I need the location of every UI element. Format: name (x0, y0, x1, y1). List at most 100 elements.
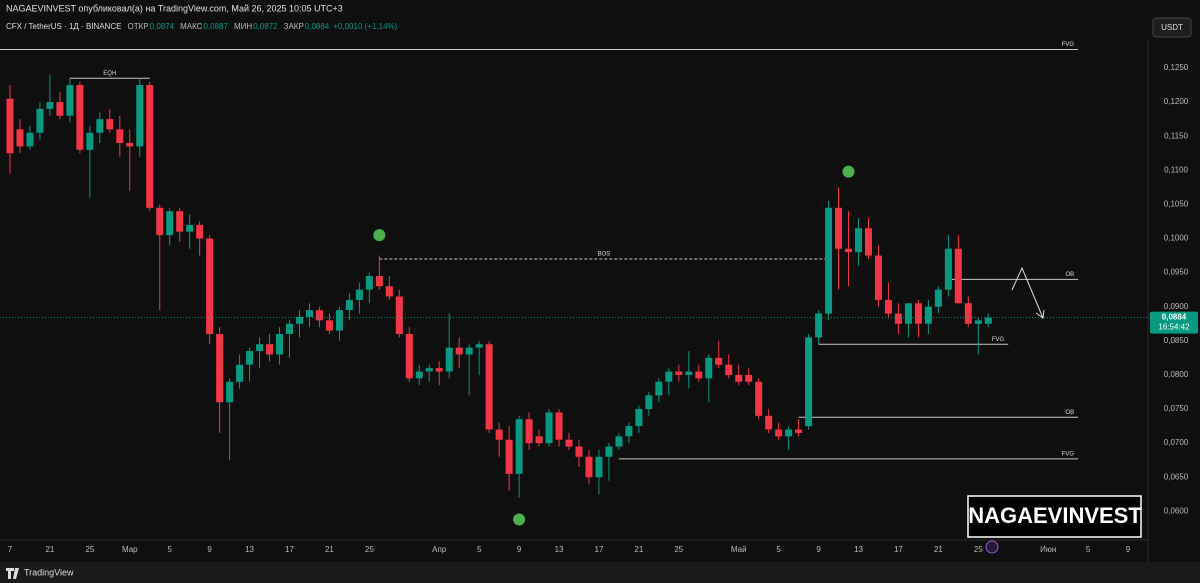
candle-body (156, 207, 164, 236)
candle-body (86, 132, 94, 150)
candle-body (96, 119, 104, 133)
x-tick-label: 21 (45, 545, 54, 554)
x-tick-label: 13 (555, 545, 564, 554)
candle-body (226, 381, 234, 403)
x-tick-label: Май (731, 545, 747, 554)
legend-text: 0,0872 (253, 22, 278, 31)
candle-body (795, 429, 803, 433)
x-tick-label: 25 (974, 545, 983, 554)
x-tick-label: 9 (816, 545, 821, 554)
candle-body (66, 85, 74, 116)
candle-body (475, 344, 483, 348)
candle-body (805, 337, 813, 427)
countdown: 16:54:42 (1158, 323, 1190, 332)
candle-body (835, 207, 843, 249)
candle-body (615, 436, 623, 447)
candle-body (555, 412, 563, 440)
pivot-marker (842, 165, 855, 178)
candle-body (435, 368, 443, 372)
candle-body (36, 108, 44, 133)
candle-body (884, 299, 892, 314)
level-label: EQH (103, 71, 116, 77)
candle-body (236, 364, 244, 382)
candle-body (176, 211, 184, 232)
candle-body (305, 310, 313, 317)
candle-body (425, 368, 433, 372)
x-tick-label: 21 (325, 545, 334, 554)
candle-body (715, 357, 723, 365)
candle-body (146, 85, 154, 208)
level-label: BOS (598, 252, 611, 258)
candle-body (405, 333, 413, 379)
x-tick-label: 9 (517, 545, 522, 554)
candle-body (815, 313, 823, 338)
candle-body (276, 333, 284, 355)
x-tick-label: 5 (167, 545, 172, 554)
event-icon[interactable] (985, 540, 999, 554)
candle-body (914, 303, 922, 324)
footer-brand: TradingView (24, 567, 74, 577)
candle-body (495, 429, 503, 440)
candle-body (645, 395, 653, 410)
candle-body (106, 119, 114, 130)
candle-body (266, 344, 274, 355)
candle-body (944, 248, 952, 290)
tv-logo (6, 568, 19, 579)
level-label: OB (1065, 272, 1074, 278)
y-tick-label: 0,0950 (1164, 268, 1189, 277)
candle-body (186, 224, 194, 232)
y-tick-label: 0,0600 (1164, 506, 1189, 515)
legend-text: 0,0887 (203, 22, 228, 31)
y-tick-label: 0,0850 (1164, 336, 1189, 345)
candle-body (894, 313, 902, 324)
candle-body (56, 102, 64, 116)
candle-body (974, 320, 982, 324)
candle-body (984, 317, 992, 324)
last-price-badge (1150, 311, 1198, 334)
candle-body (874, 255, 882, 300)
x-tick-label: 13 (245, 545, 254, 554)
x-tick-label: 21 (934, 545, 943, 554)
candle-body (335, 310, 343, 331)
projection-arrow (1011, 266, 1045, 319)
candle-body (256, 344, 264, 352)
y-tick-label: 0,1150 (1164, 131, 1188, 140)
candle-body (196, 224, 204, 239)
legend-text: 0,0874 (150, 22, 175, 31)
currency[interactable]: USDT (1161, 23, 1183, 32)
candle-body (535, 436, 543, 444)
x-tick-label: 9 (1126, 545, 1131, 554)
candle-body (964, 303, 972, 324)
candle-body (585, 456, 593, 478)
candle-body (455, 347, 463, 355)
level-label: OB (1065, 410, 1074, 416)
x-tick-label: 25 (365, 545, 374, 554)
x-tick-label: 5 (1086, 545, 1091, 554)
candle-body (625, 426, 633, 437)
currency-button[interactable] (1152, 17, 1192, 38)
watermark: NAGAEVINVEST (968, 503, 1142, 528)
candle-body (565, 439, 573, 447)
pivot-marker (373, 229, 386, 242)
candle-body (375, 276, 383, 287)
candle-body (325, 320, 333, 331)
y-tick-label: 0,0650 (1164, 472, 1189, 481)
y-tick-label: 0,1250 (1164, 63, 1189, 72)
x-tick-label: 9 (207, 545, 212, 554)
candle-body (845, 248, 853, 253)
x-tick-label: Июн (1040, 545, 1056, 554)
candle-body (6, 98, 14, 154)
candle-body (605, 446, 613, 457)
y-tick-label: 0,0700 (1164, 438, 1189, 447)
candle-body (136, 85, 144, 147)
candle-body (116, 129, 124, 144)
y-tick-label: 0,0800 (1164, 370, 1189, 379)
level-label: FVG (1062, 451, 1075, 457)
candle-body (904, 303, 912, 324)
legend-text: CFX / TetherUS · 1Д · BINANCE (6, 22, 122, 31)
symbol-legend: CFX / TetherUS · 1Д · BINANCE ОТКР0,0874 М… (6, 22, 398, 31)
y-tick-label: 0,1000 (1164, 234, 1189, 243)
candle-body (725, 364, 733, 375)
candle-body (675, 371, 683, 375)
